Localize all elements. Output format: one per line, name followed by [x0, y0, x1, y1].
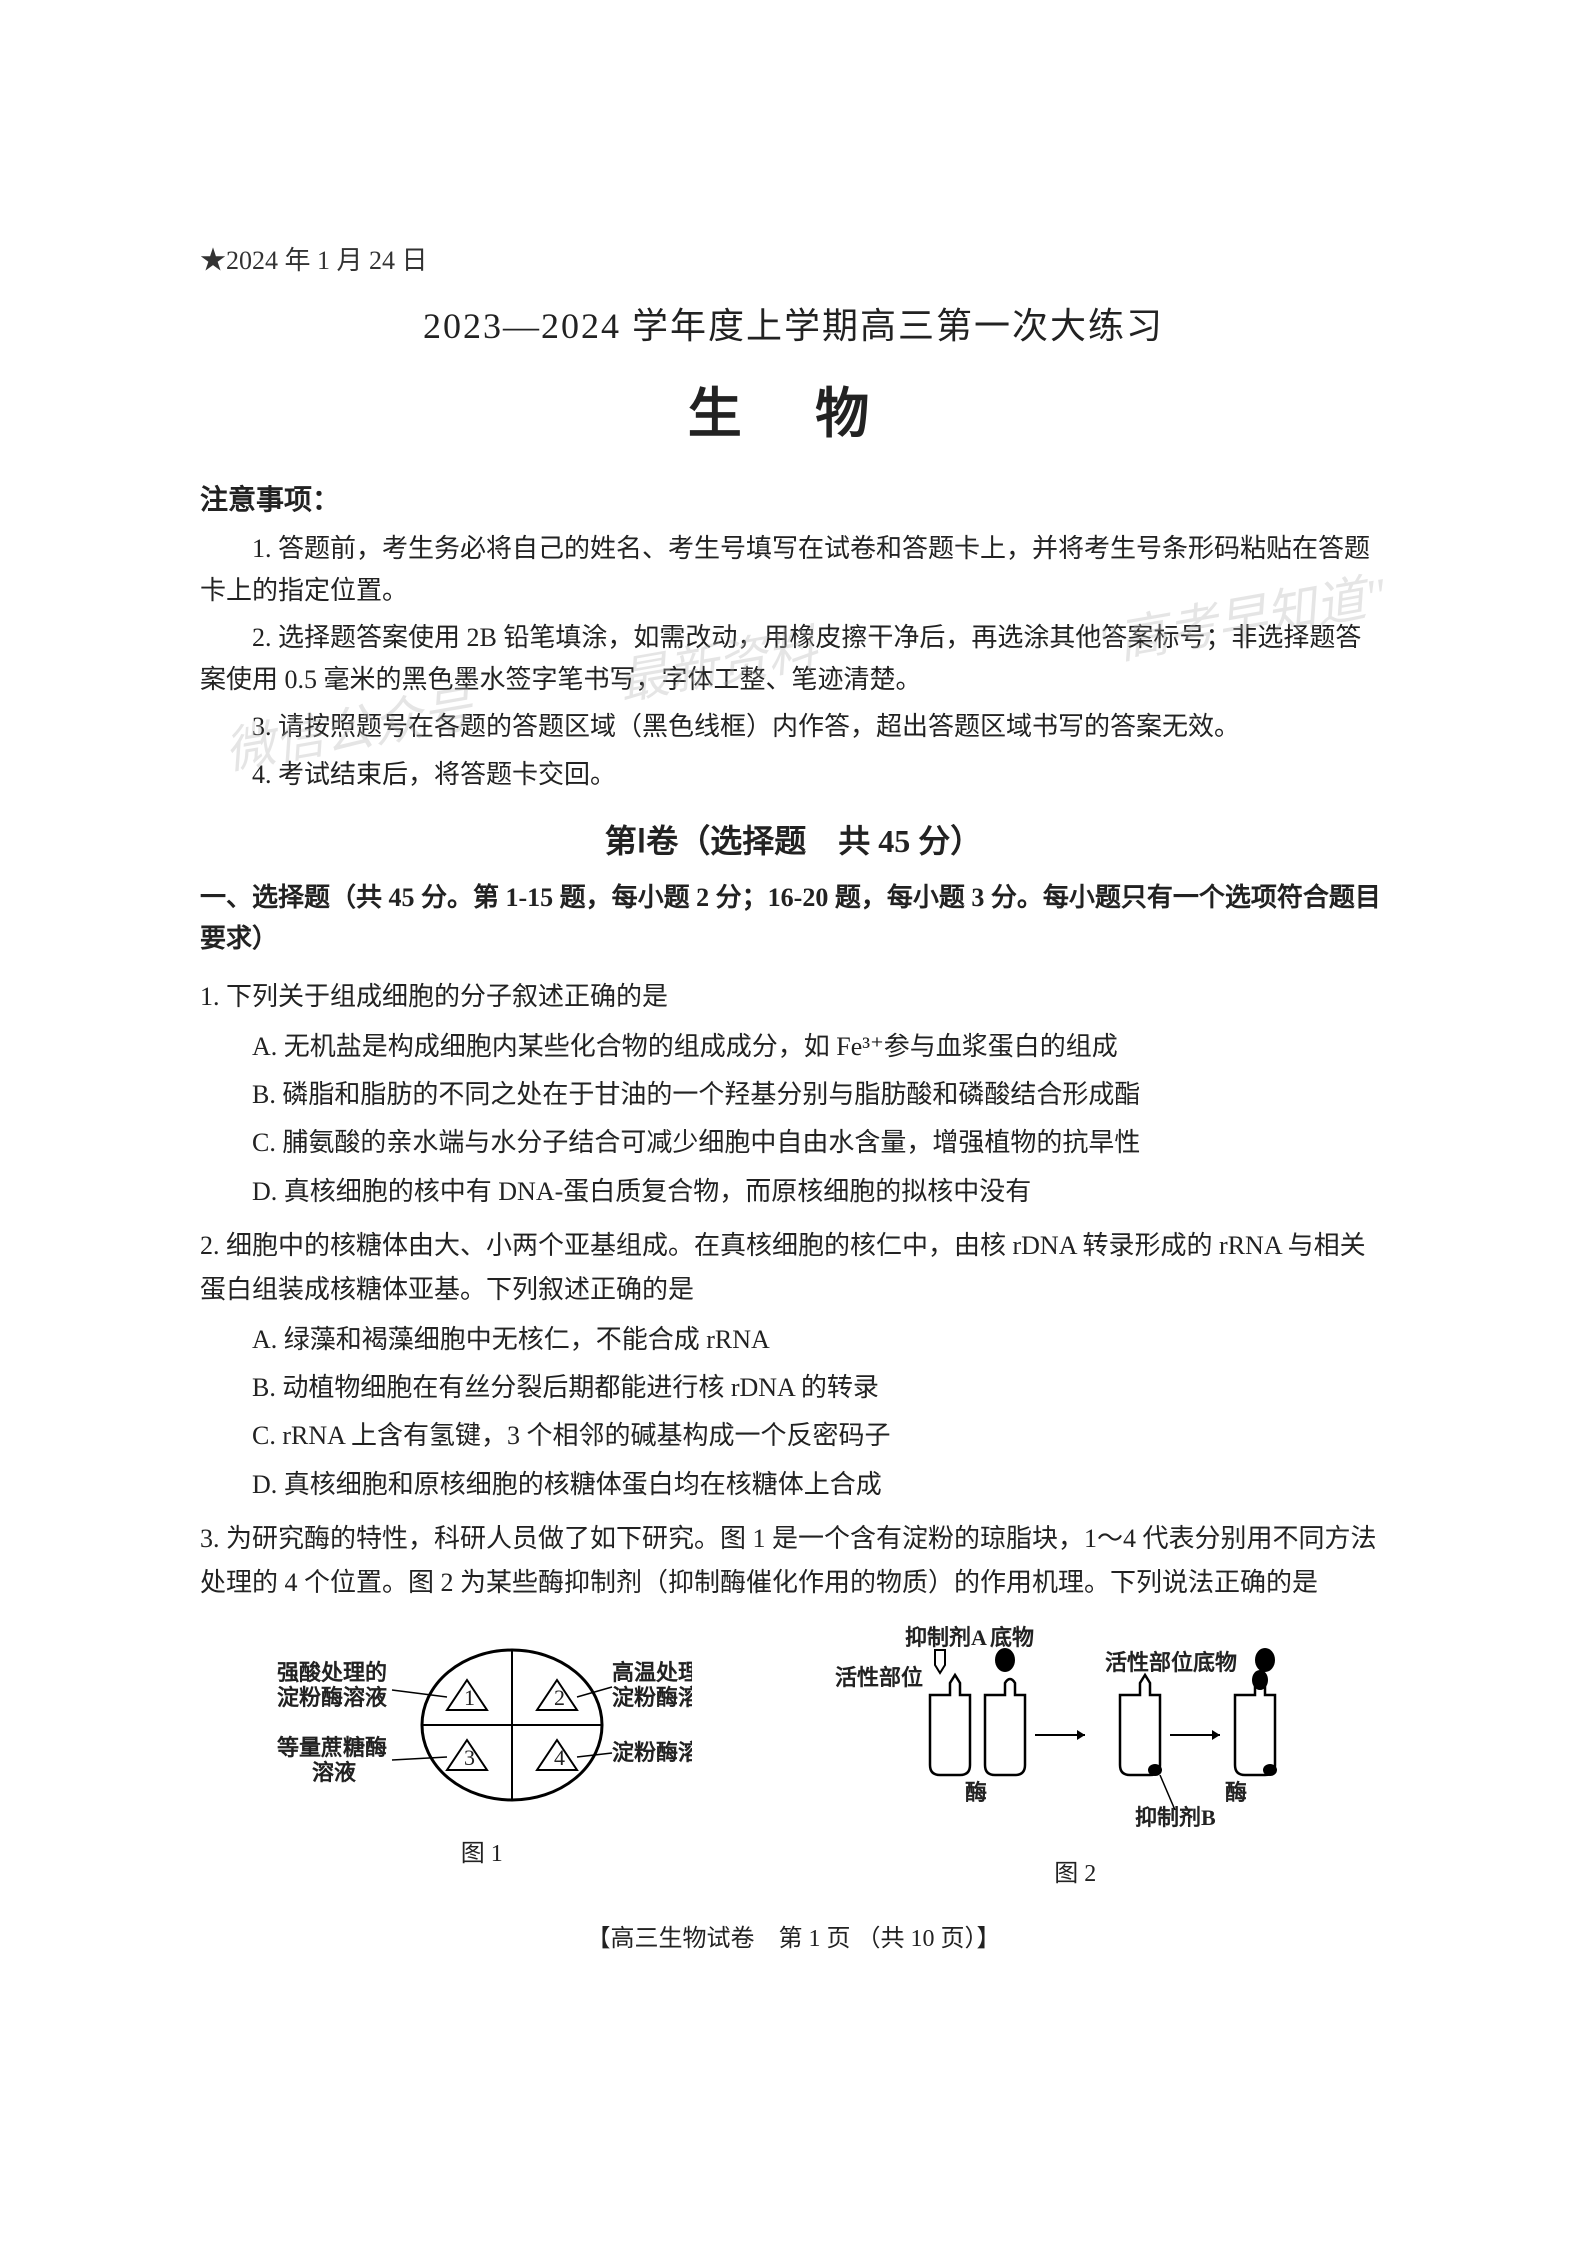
main-title: 2023—2024 学年度上学期高三第一次大练习 — [200, 297, 1387, 349]
fig2-label-active-site-substrate: 活性部位底物 — [1105, 1650, 1237, 1675]
question-3: 3. 为研究酶的特性，科研人员做了如下研究。图 1 是一个含有淀粉的琼脂块，1～… — [200, 1517, 1387, 1605]
fig1-label-rt1: 高温处理的 — [612, 1660, 692, 1685]
fig1-num-1: 1 — [464, 1685, 475, 1710]
q1-option-d: D. 真核细胞的核中有 DNA-蛋白质复合物，而原核细胞的拟核中没有 — [200, 1170, 1387, 1214]
figure-1-caption: 图 1 — [461, 1833, 503, 1868]
section-1-title: 第Ⅰ卷（选择题 共 45 分） — [200, 816, 1387, 862]
fig2-label-inhibitor-b: 抑制剂B — [1135, 1805, 1216, 1830]
fig1-label-lb1: 等量蔗糖酶 — [277, 1735, 387, 1760]
figure-2-block: 抑制剂A 底物 活性部位 酶 活性部位底物 — [835, 1625, 1315, 1888]
figure-1-block: 1 2 3 4 强酸处理的 淀粉酶溶液 等量蔗糖酶 溶液 高温处理的 淀粉酶溶液… — [272, 1625, 692, 1868]
section-1-instruction: 一、选择题（共 45 分。第 1-15 题，每小题 2 分；16-20 题，每小… — [200, 877, 1387, 960]
q1-option-b: B. 磷脂和脂肪的不同之处在于甘油的一个羟基分别与脂肪酸和磷酸结合形成酯 — [200, 1073, 1387, 1117]
fig2-label-enzyme-1: 酶 — [965, 1780, 987, 1805]
notice-item-2: 2. 选择题答案使用 2B 铅笔填涂，如需改动，用橡皮擦干净后，再选涂其他答案标… — [200, 617, 1387, 700]
notice-item-1: 1. 答题前，考生务必将自己的姓名、考生号填写在试卷和答题卡上，并将考生号条形码… — [200, 528, 1387, 611]
q2-option-c: C. rRNA 上含有氢键，3 个相邻的碱基构成一个反密码子 — [200, 1414, 1387, 1458]
q2-option-b: B. 动植物细胞在有丝分裂后期都能进行核 rDNA 的转录 — [200, 1366, 1387, 1410]
page-footer: 【高三生物试卷 第 1 页 （共 10 页）】 — [200, 1918, 1387, 1953]
q2-option-d: D. 真核细胞和原核细胞的核糖体蛋白均在核糖体上合成 — [200, 1463, 1387, 1507]
fig1-num-4: 4 — [554, 1745, 565, 1770]
q1-option-c: C. 脯氨酸的亲水端与水分子结合可减少细胞中自由水含量，增强植物的抗旱性 — [200, 1121, 1387, 1165]
fig2-label-substrate-1: 底物 — [990, 1625, 1034, 1650]
notice-item-4: 4. 考试结束后，将答题卡交回。 — [200, 754, 1387, 796]
fig1-label-rb: 淀粉酶溶液 — [612, 1740, 692, 1765]
exam-date: ★2024 年 1 月 24 日 — [200, 240, 1387, 277]
fig2-label-enzyme-2: 酶 — [1225, 1780, 1247, 1805]
fig2-label-active-site-1: 活性部位 — [835, 1665, 923, 1690]
figure-1-svg: 1 2 3 4 强酸处理的 淀粉酶溶液 等量蔗糖酶 溶液 高温处理的 淀粉酶溶液… — [272, 1625, 692, 1825]
figure-2-caption: 图 2 — [1054, 1853, 1096, 1888]
fig1-label-lt2: 淀粉酶溶液 — [277, 1685, 387, 1710]
q3-stem: 3. 为研究酶的特性，科研人员做了如下研究。图 1 是一个含有淀粉的琼脂块，1～… — [200, 1517, 1387, 1605]
fig1-label-lb2: 溶液 — [312, 1760, 356, 1785]
figures-container: 1 2 3 4 强酸处理的 淀粉酶溶液 等量蔗糖酶 溶液 高温处理的 淀粉酶溶液… — [200, 1625, 1387, 1888]
q2-stem: 2. 细胞中的核糖体由大、小两个亚基组成。在真核细胞的核仁中，由核 rDNA 转… — [200, 1224, 1387, 1312]
question-1: 1. 下列关于组成细胞的分子叙述正确的是 A. 无机盐是构成细胞内某些化合物的组… — [200, 975, 1387, 1214]
notice-item-3: 3. 请按照题号在各题的答题区域（黑色线框）内作答，超出答题区域书写的答案无效。 — [200, 706, 1387, 748]
q2-option-a: A. 绿藻和褐藻细胞中无核仁，不能合成 rRNA — [200, 1318, 1387, 1362]
q1-option-a: A. 无机盐是构成细胞内某些化合物的组成成分，如 Fe³⁺参与血浆蛋白的组成 — [200, 1025, 1387, 1069]
subject-title: 生 物 — [200, 369, 1387, 448]
fig1-num-2: 2 — [554, 1685, 565, 1710]
fig1-label-lt1: 强酸处理的 — [277, 1660, 387, 1685]
fig2-label-inhibitor-a: 抑制剂A — [905, 1625, 987, 1650]
question-2: 2. 细胞中的核糖体由大、小两个亚基组成。在真核细胞的核仁中，由核 rDNA 转… — [200, 1224, 1387, 1507]
fig1-num-3: 3 — [464, 1745, 475, 1770]
notice-header: 注意事项： — [200, 478, 1387, 518]
fig1-label-rt2: 淀粉酶溶液 — [612, 1685, 692, 1710]
q1-stem: 1. 下列关于组成细胞的分子叙述正确的是 — [200, 975, 1387, 1019]
figure-2-svg: 抑制剂A 底物 活性部位 酶 活性部位底物 — [835, 1625, 1315, 1845]
